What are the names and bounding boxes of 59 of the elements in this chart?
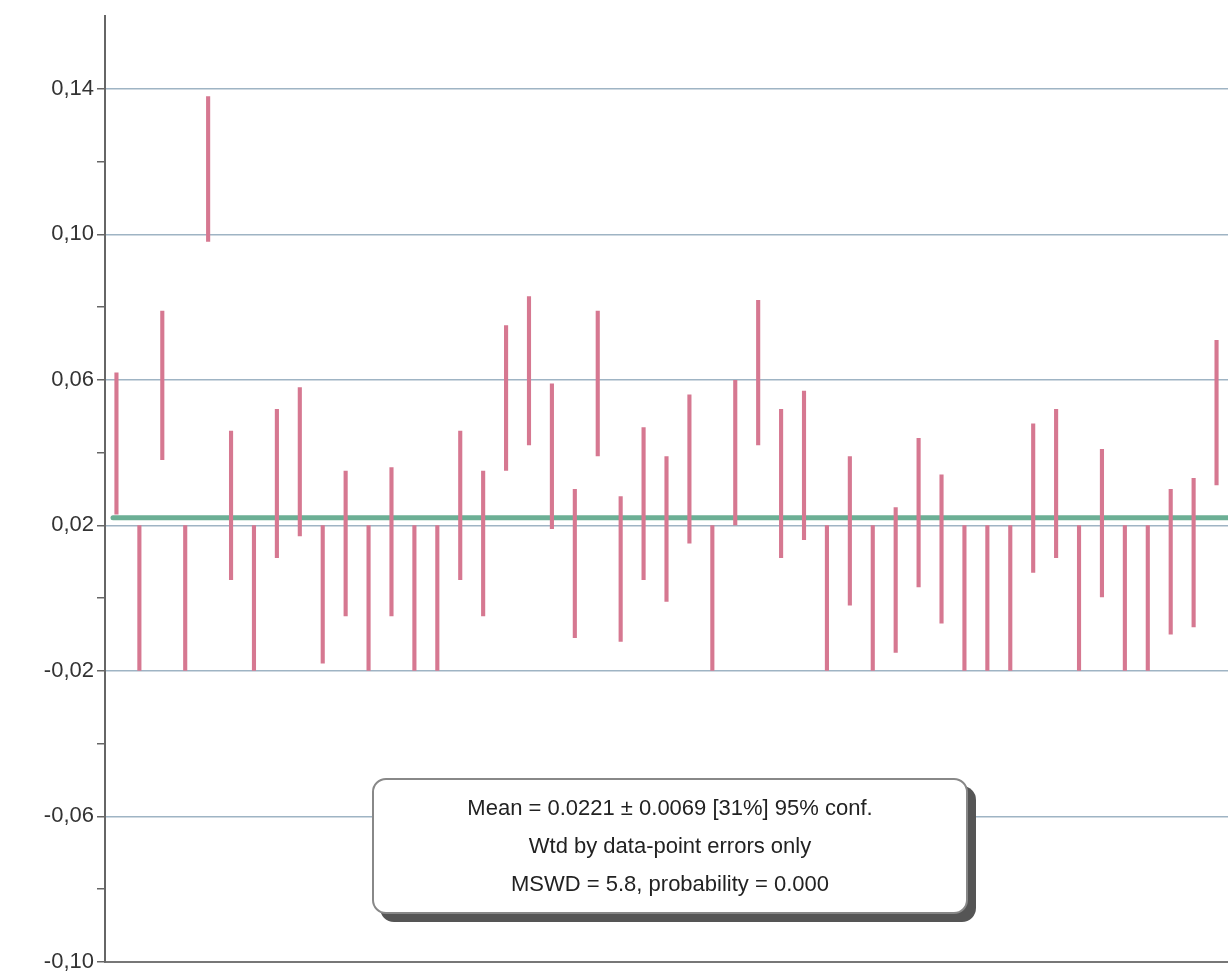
bar xyxy=(435,525,440,671)
bar xyxy=(595,310,600,457)
y-tick-label: 0,06 xyxy=(51,365,94,391)
bar xyxy=(962,525,967,671)
y-tick-label: -0,02 xyxy=(43,656,94,682)
y-tick-label: 0,10 xyxy=(51,220,94,246)
bar xyxy=(939,474,944,624)
bar xyxy=(572,489,577,639)
bar xyxy=(228,430,234,580)
bar xyxy=(526,296,532,446)
bar xyxy=(1008,525,1013,671)
y-tick-label: -0,06 xyxy=(43,802,94,828)
bar xyxy=(618,496,623,642)
bar xyxy=(870,525,875,671)
bar xyxy=(756,299,761,446)
bar xyxy=(916,438,921,588)
bar xyxy=(412,525,417,671)
bar xyxy=(183,525,188,671)
bar xyxy=(1214,339,1219,486)
bar xyxy=(274,408,279,559)
bar xyxy=(366,525,371,671)
bar xyxy=(137,525,142,671)
bar xyxy=(206,96,211,242)
annotation: MSWD = 5.8, probability = 0.000 xyxy=(511,870,829,898)
y-tick-label: -0,10 xyxy=(43,947,94,973)
bar xyxy=(481,470,486,617)
bar xyxy=(549,383,554,530)
annotation: Wtd by data-point errors only xyxy=(528,832,812,860)
bar xyxy=(779,408,784,559)
bar xyxy=(114,372,119,515)
y-tick-label: 0,02 xyxy=(51,511,94,537)
bar xyxy=(1099,448,1105,598)
bar xyxy=(160,310,165,460)
annotation: Mean = 0.0221 ± 0.0069 [31%] 95% conf. xyxy=(467,794,873,822)
bar xyxy=(847,456,852,606)
bar xyxy=(1168,489,1173,635)
bar xyxy=(1122,525,1127,671)
bar xyxy=(1191,478,1196,628)
bar xyxy=(458,430,463,580)
y-tick-label: 0,14 xyxy=(51,75,94,100)
bar xyxy=(389,467,394,617)
bar xyxy=(801,390,807,540)
bar xyxy=(297,387,302,537)
bar xyxy=(1076,525,1082,671)
bar xyxy=(1054,408,1059,559)
bar xyxy=(343,470,348,617)
bar xyxy=(664,456,669,602)
bar xyxy=(893,507,898,653)
bar xyxy=(1031,423,1036,573)
bar xyxy=(710,525,715,671)
bar xyxy=(504,325,509,471)
bar xyxy=(1145,525,1150,671)
bar xyxy=(824,525,829,671)
bar xyxy=(320,525,325,664)
bar xyxy=(641,427,646,580)
bar xyxy=(251,525,257,671)
bar xyxy=(733,379,738,526)
bar xyxy=(687,394,692,544)
bar xyxy=(985,525,990,671)
